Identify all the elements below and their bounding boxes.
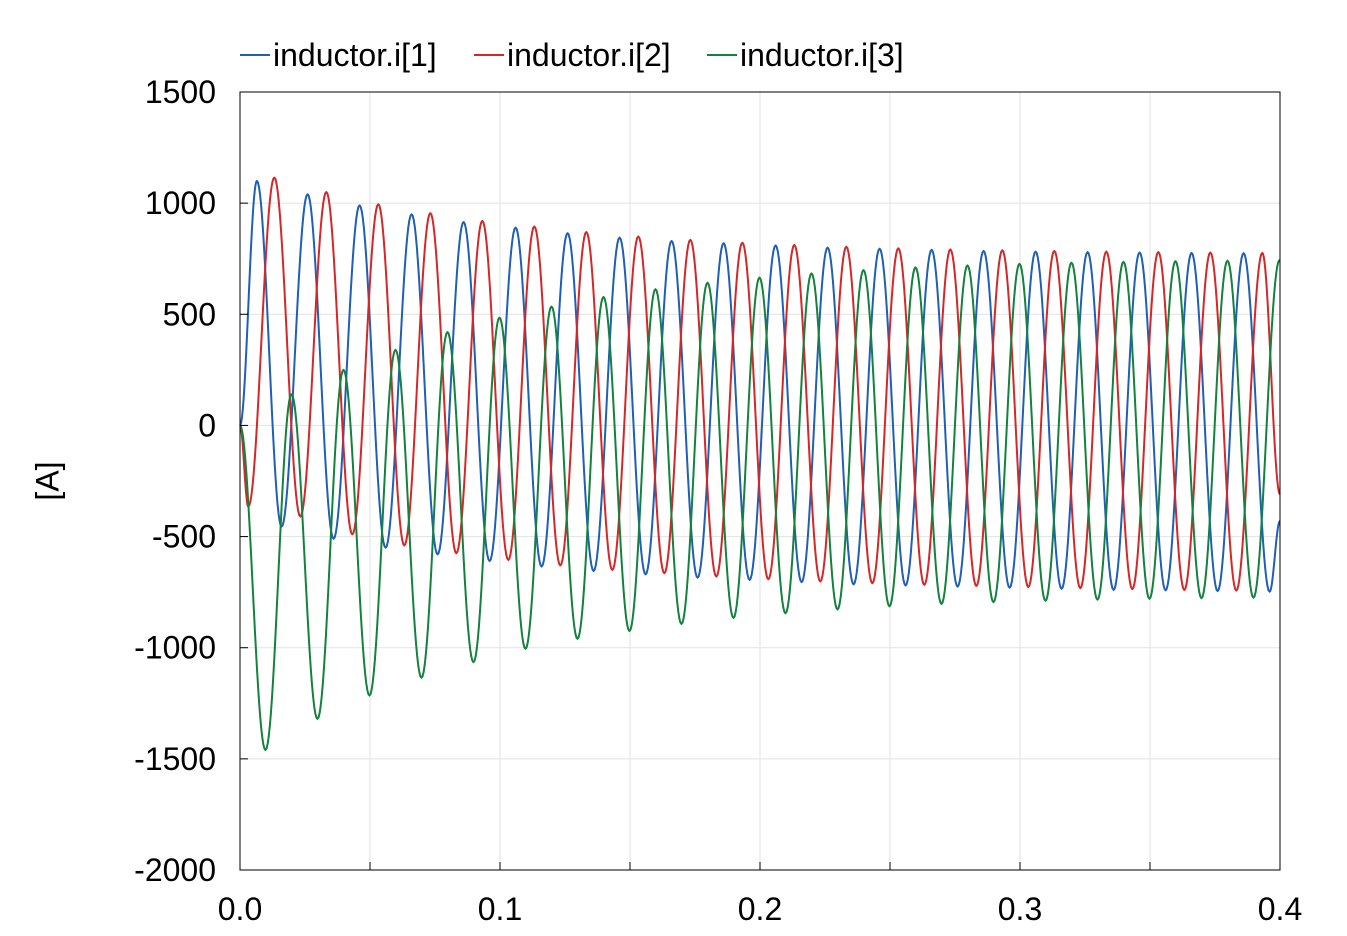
x-tick-label: 0.3 [998,891,1042,927]
y-tick-label: -500 [152,519,216,555]
y-tick-label: -1000 [134,630,216,666]
series-line-3 [239,259,1281,751]
legend-label-1: inductor.i[1] [273,37,437,73]
x-tick-label: 0.0 [218,891,262,927]
y-tick-label: 0 [198,407,216,443]
legend-label-3: inductor.i[3] [740,37,904,73]
series-line-1 [239,179,1281,593]
legend-label-2: inductor.i[2] [507,37,671,73]
ticks-layer: 0.0 0.1 0.2 0.3 0.4 1500 1000 500 0 -500 -1000 -150… [134,74,1302,927]
y-tick-label: 1500 [145,74,216,110]
y-tick-label: -2000 [134,852,216,888]
series-layer [239,176,1281,751]
x-tick-label: 0.4 [1258,891,1302,927]
y-tick-label: 1000 [145,185,216,221]
y-axis-label: [A] [29,461,65,500]
y-tick-label: 500 [163,296,216,332]
series-line-2 [239,176,1281,592]
x-tick-label: 0.1 [478,891,522,927]
x-tick-label: 0.2 [738,891,782,927]
legend[interactable]: inductor.i[1] inductor.i[2] inductor.i[3] [240,37,904,73]
y-tick-label: -1500 [134,741,216,777]
